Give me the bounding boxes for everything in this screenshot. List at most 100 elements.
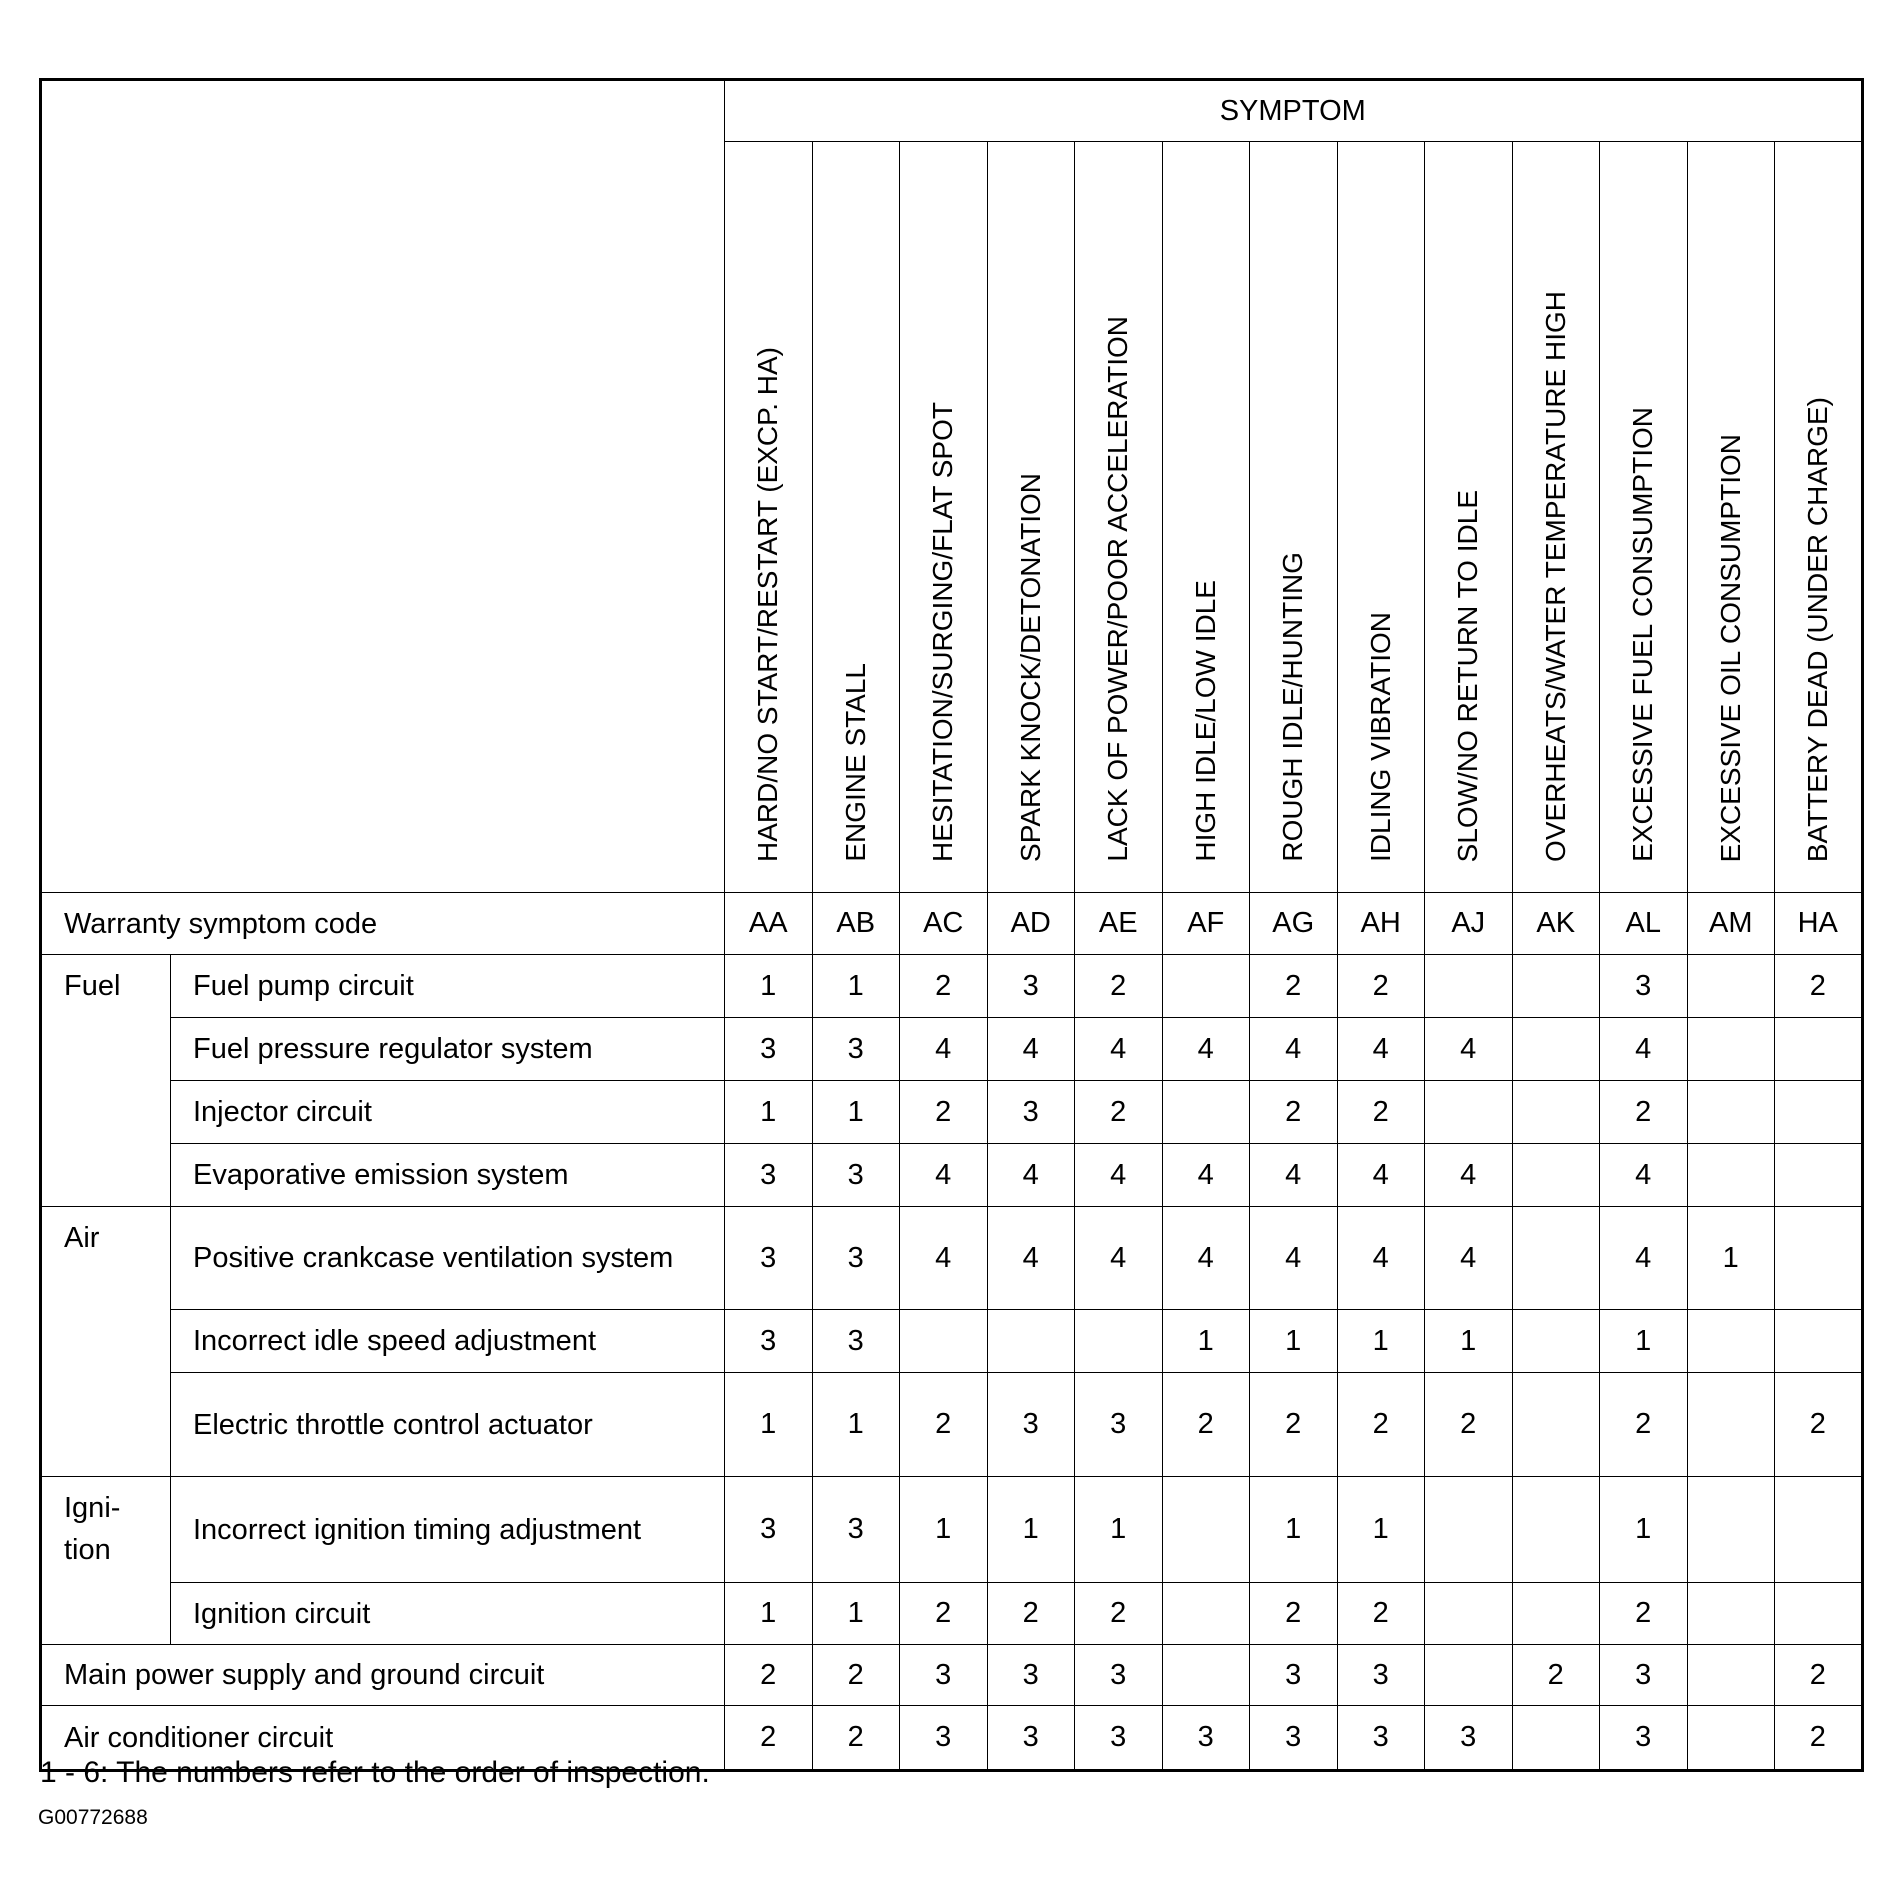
inspection-order-cell: 1 xyxy=(1249,1476,1338,1583)
inspection-order-cell: 2 xyxy=(1074,954,1163,1018)
table-row: Ignition circuit 1 1 2 2 2 2 2 2 xyxy=(41,1582,1863,1645)
inspection-order-cell xyxy=(1511,1705,1600,1771)
symptom-name: EXCESSIVE FUEL CONSUMPTION xyxy=(1627,407,1659,862)
inspection-order-cell: 2 xyxy=(1774,1372,1863,1477)
table-row: Air conditioner circuit 2 2 3 3 3 3 3 3 3 3 2 xyxy=(40,1705,1863,1771)
inspection-order-cell: 2 xyxy=(1249,1582,1338,1645)
inspection-order-cell: 3 xyxy=(1249,1644,1338,1706)
inspection-order-cell: 4 xyxy=(1074,1143,1163,1207)
inspection-order-cell xyxy=(1686,1476,1775,1583)
inspection-order-cell: 4 xyxy=(1336,1143,1425,1207)
symptom-header-row: SYMPTOM xyxy=(40,79,1863,893)
warranty-code: AB xyxy=(811,892,900,955)
inspection-order-cell xyxy=(1511,1309,1600,1373)
inspection-order-cell: 3 xyxy=(1074,1705,1163,1771)
symptom-column-header: SLOW/NO RETURN TO IDLE xyxy=(1424,141,1513,893)
inspection-order-cell: 2 xyxy=(1424,1372,1513,1477)
inspection-order-cell: 4 xyxy=(1161,1143,1250,1207)
inspection-order-cell: 3 xyxy=(1599,1705,1688,1771)
inspection-order-cell xyxy=(1686,1705,1775,1771)
inspection-order-cell: 4 xyxy=(1249,1143,1338,1207)
warranty-code: AM xyxy=(1686,892,1775,955)
symptom-name: HIGH IDLE/LOW IDLE xyxy=(1189,580,1221,862)
inspection-order-cell: 2 xyxy=(899,1372,988,1477)
inspection-order-cell: 2 xyxy=(1774,1644,1863,1706)
row-item: Injector circuit xyxy=(170,1080,725,1144)
inspection-order-cell xyxy=(1511,1143,1600,1207)
table-row: Air Positive crankcase ventilation system… xyxy=(40,1206,1863,1477)
table-row: Fuel pressure regulator system 3 3 4 4 4 4 4 4 4 4 xyxy=(41,1017,1863,1081)
warranty-code: AJ xyxy=(1424,892,1513,955)
warranty-code: AA xyxy=(724,892,813,955)
symptom-column-header: IDLING VIBRATION xyxy=(1336,141,1425,893)
inspection-order-cell: 2 xyxy=(1774,1705,1863,1771)
symptom-name: HARD/NO START/RESTART (EXCP. HA) xyxy=(752,347,784,862)
row-item: Incorrect ignition timing adjustment xyxy=(170,1476,725,1583)
inspection-order-cell: 2 xyxy=(1336,1080,1425,1144)
inspection-order-cell xyxy=(1774,1309,1863,1373)
inspection-order-cell: 3 xyxy=(1074,1644,1163,1706)
inspection-order-cell: 4 xyxy=(1599,1143,1688,1207)
row-group: Fuel xyxy=(40,954,171,1207)
symptom-column-header: BATTERY DEAD (UNDER CHARGE) xyxy=(1774,141,1863,893)
row-item: Fuel pressure regulator system xyxy=(170,1017,725,1081)
symptom-column-header: HESITATION/SURGING/FLAT SPOT xyxy=(899,141,988,893)
inspection-order-cell: 4 xyxy=(1424,1017,1513,1081)
blank-corner xyxy=(40,79,725,893)
row-item: Electric throttle control actuator xyxy=(170,1372,725,1477)
inspection-order-cell: 3 xyxy=(1161,1705,1250,1771)
symptom-heading: SYMPTOM xyxy=(724,79,1863,142)
inspection-order-cell: 3 xyxy=(899,1644,988,1706)
inspection-order-cell xyxy=(899,1309,988,1373)
table-row: Fuel Fuel pump circuit 1 1 2 3 2 2 2 3 2 xyxy=(40,954,1863,1207)
inspection-order-cell xyxy=(1161,1644,1250,1706)
inspection-order-cell xyxy=(1686,1644,1775,1706)
figure-id: G00772688 xyxy=(38,1806,148,1829)
inspection-order-cell: 2 xyxy=(1249,954,1338,1018)
inspection-order-cell xyxy=(1686,1017,1775,1081)
table-row: Evaporative emission system 3 3 4 4 4 4 4 4 4 4 xyxy=(41,1143,1863,1207)
inspection-order-cell xyxy=(1774,1476,1863,1583)
inspection-order-cell: 2 xyxy=(1511,1644,1600,1706)
inspection-order-cell: 4 xyxy=(899,1206,988,1310)
inspection-order-cell: 3 xyxy=(1249,1705,1338,1771)
inspection-order-cell: 3 xyxy=(986,954,1075,1018)
inspection-order-cell xyxy=(1161,1476,1250,1583)
inspection-order-cell: 1 xyxy=(724,954,813,1018)
inspection-order-cell: 4 xyxy=(1074,1206,1163,1310)
inspection-order-cell: 3 xyxy=(1336,1705,1425,1771)
inspection-order-cell xyxy=(1511,1017,1600,1081)
inspection-order-cell: 2 xyxy=(811,1644,900,1706)
inspection-order-cell xyxy=(1424,954,1513,1018)
inspection-order-cell xyxy=(1074,1309,1163,1373)
inspection-order-cell: 3 xyxy=(899,1705,988,1771)
inspection-order-cell: 2 xyxy=(1161,1372,1250,1477)
warranty-code: AH xyxy=(1336,892,1425,955)
warranty-code: AD xyxy=(986,892,1075,955)
inspection-order-cell xyxy=(986,1309,1075,1373)
symptom-names-row: HARD/NO START/RESTART (EXCP. HA) ENGINE S… xyxy=(41,141,1863,893)
inspection-order-cell: 2 xyxy=(1336,954,1425,1018)
inspection-order-cell xyxy=(1424,1476,1513,1583)
table-row: Incorrect idle speed adjustment 3 3 1 1 1 1 1 xyxy=(41,1309,1863,1373)
inspection-order-cell: 1 xyxy=(1599,1309,1688,1373)
row-item: Ignition circuit xyxy=(170,1582,725,1645)
symptom-name: EXCESSIVE OIL CONSUMPTION xyxy=(1714,433,1746,862)
inspection-order-cell: 2 xyxy=(1336,1372,1425,1477)
inspection-order-cell: 2 xyxy=(1599,1372,1688,1477)
inspection-order-cell xyxy=(1511,1206,1600,1310)
inspection-order-cell xyxy=(1686,954,1775,1018)
inspection-order-cell: 3 xyxy=(811,1309,900,1373)
table-row: Injector circuit 1 1 2 3 2 2 2 2 xyxy=(41,1080,1863,1144)
inspection-order-cell: 4 xyxy=(899,1017,988,1081)
warranty-code: AG xyxy=(1249,892,1338,955)
symptom-column-header: EXCESSIVE FUEL CONSUMPTION xyxy=(1599,141,1688,893)
inspection-order-cell: 3 xyxy=(724,1143,813,1207)
symptom-name: SPARK KNOCK/DETONATION xyxy=(1014,473,1046,862)
row-group: Igni- tion xyxy=(40,1476,171,1645)
symptom-column-header: OVERHEATS/WATER TEMPERATURE HIGH xyxy=(1511,141,1600,893)
inspection-order-cell: 3 xyxy=(986,1372,1075,1477)
inspection-order-cell: 4 xyxy=(1424,1143,1513,1207)
inspection-order-cell xyxy=(1511,954,1600,1018)
symptom-column-header: HARD/NO START/RESTART (EXCP. HA) xyxy=(724,141,813,893)
